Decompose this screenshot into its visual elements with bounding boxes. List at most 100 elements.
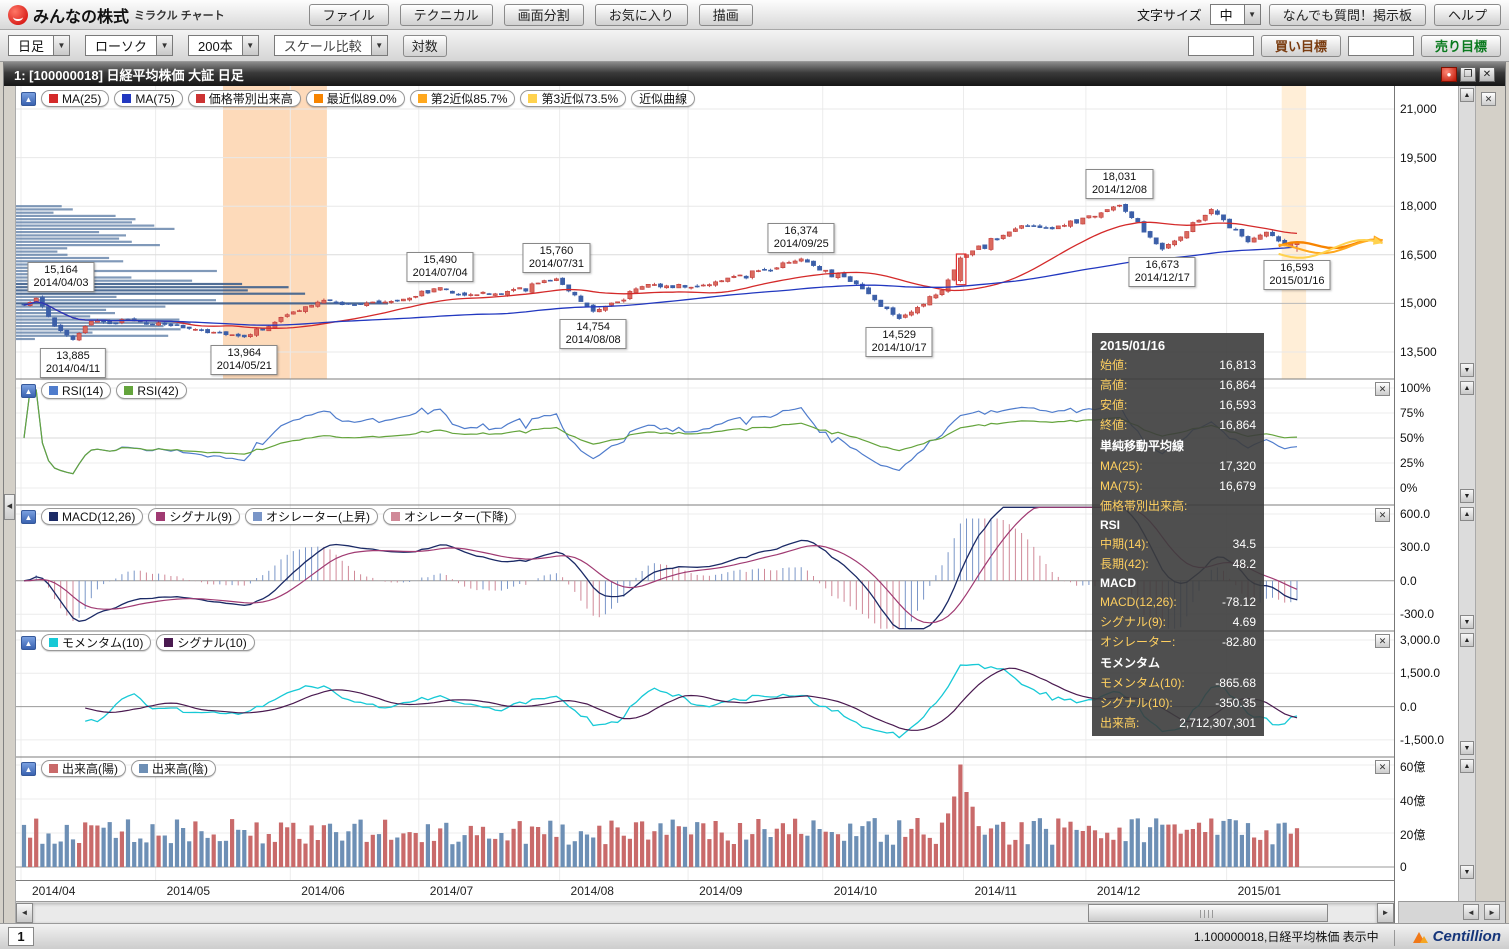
- menu-file-button[interactable]: ファイル: [308, 3, 389, 26]
- close-volume-panel-button[interactable]: ✕: [1375, 760, 1390, 774]
- legend-chip-macd-0[interactable]: MACD(12,26): [41, 508, 144, 525]
- momentum-legend: ▲ モメンタム(10) シグナル(10): [21, 634, 255, 651]
- period-select[interactable]: 日足 ▼: [8, 35, 71, 56]
- menu-splitscreen-button[interactable]: 画面分割: [503, 3, 584, 26]
- scroll-up-volume[interactable]: ▲: [1460, 759, 1474, 773]
- chevron-down-icon[interactable]: ▼: [53, 35, 71, 56]
- chart-type-select[interactable]: ローソク ▼: [85, 35, 174, 56]
- legend-chip-volume-1[interactable]: 出来高(陰): [131, 760, 216, 777]
- legend-chip-price-2[interactable]: 価格帯別出来高: [187, 90, 301, 107]
- font-size-value: 中: [1209, 4, 1244, 25]
- menu-draw-button[interactable]: 描画: [698, 3, 753, 26]
- tooltip-row: モメンタム(10): -865.68: [1100, 676, 1256, 690]
- tooltip-row: シグナル(9): 4.69: [1100, 615, 1256, 629]
- legend-label: シグナル(9): [169, 510, 233, 524]
- chevron-down-icon[interactable]: ▼: [370, 35, 388, 56]
- app-logo-text: みんなの株式: [33, 8, 130, 26]
- chevron-down-icon[interactable]: ▼: [1243, 4, 1261, 25]
- legend-chip-price-3[interactable]: 最近似89.0%: [305, 90, 405, 107]
- y-axis-label: 15,000: [1400, 296, 1437, 311]
- scale-compare-select[interactable]: スケール比較 ▼: [273, 35, 388, 56]
- tooltip-section: モメンタム: [1100, 656, 1161, 670]
- price-annotation: 16,374 2014/09/25: [767, 222, 835, 253]
- sell-target-input[interactable]: [1347, 35, 1414, 56]
- menu-technical-button[interactable]: テクニカル: [399, 3, 493, 26]
- scroll-up-rsi[interactable]: ▲: [1460, 381, 1474, 395]
- collapse-price-panel-button[interactable]: ▲: [21, 91, 36, 106]
- tooltip-row: 中期(14): 34.5: [1100, 537, 1256, 551]
- legend-chip-momentum-1[interactable]: シグナル(10): [156, 634, 255, 651]
- horizontal-scrollbar[interactable]: ◄ ►: [16, 901, 1394, 923]
- y-axis-label: 0.0: [1400, 699, 1417, 714]
- collapse-volume-panel-button[interactable]: ▲: [21, 761, 36, 776]
- scroll-up-macd[interactable]: ▲: [1460, 507, 1474, 521]
- collapse-sidebar-handle[interactable]: ◀: [4, 494, 15, 520]
- legend-chip-rsi-0[interactable]: RSI(14): [41, 382, 112, 399]
- legend-chip-price-6[interactable]: 近似曲線: [631, 90, 696, 107]
- centillion-brand-text: Centillion: [1432, 928, 1501, 945]
- scroll-left-arrow[interactable]: ◄: [16, 902, 33, 923]
- scroll-right-arrow[interactable]: ►: [1377, 902, 1394, 923]
- y-axis-label: 600.0: [1400, 507, 1431, 521]
- app-logo: みんなの株式 ミラクル チャート: [8, 3, 225, 27]
- scroll-down-price[interactable]: ▼: [1460, 363, 1474, 377]
- corner-scroll-right[interactable]: ►: [1484, 904, 1500, 920]
- legend-chip-volume-0[interactable]: 出来高(陽): [41, 760, 126, 777]
- scroll-down-volume[interactable]: ▼: [1460, 865, 1474, 879]
- log-scale-button[interactable]: 対数: [402, 34, 447, 57]
- y-axis-label: 60億: [1400, 760, 1426, 774]
- close-macd-panel-button[interactable]: ✕: [1375, 508, 1390, 522]
- legend-chip-momentum-0[interactable]: モメンタム(10): [41, 634, 152, 651]
- corner-scroll-left[interactable]: ◄: [1463, 904, 1479, 920]
- legend-color-icon: [391, 512, 401, 521]
- scroll-up-momentum[interactable]: ▲: [1460, 633, 1474, 647]
- close-window-icon[interactable]: ✕: [1479, 66, 1495, 82]
- close-chart-button[interactable]: ✕: [1481, 92, 1496, 106]
- buy-target-button[interactable]: 買い目標: [1260, 34, 1341, 57]
- legend-chip-rsi-1[interactable]: RSI(42): [116, 382, 187, 399]
- price-annotation: 15,164 2014/04/03: [27, 262, 95, 293]
- legend-chip-macd-2[interactable]: オシレーター(上昇): [245, 508, 379, 525]
- legend-chip-macd-1[interactable]: シグナル(9): [148, 508, 241, 525]
- collapse-momentum-panel-button[interactable]: ▲: [21, 635, 36, 650]
- close-rsi-panel-button[interactable]: ✕: [1375, 382, 1390, 396]
- menu-favorites-button[interactable]: お気に入り: [594, 3, 688, 26]
- scroll-down-macd[interactable]: ▼: [1460, 615, 1474, 629]
- chevron-down-icon[interactable]: ▼: [156, 35, 174, 56]
- collapse-macd-panel-button[interactable]: ▲: [21, 509, 36, 524]
- help-button[interactable]: ヘルプ: [1433, 3, 1501, 26]
- font-size-select[interactable]: 中 ▼: [1209, 4, 1261, 25]
- status-bar: 1 1.100000018,日経平均株価 表示中 ｜ Centillion: [0, 923, 1509, 949]
- x-axis-label: 2014/04: [32, 884, 76, 898]
- legend-chip-price-4[interactable]: 第2近似85.7%: [409, 90, 516, 107]
- price-annotation: 15,490 2014/07/04: [406, 251, 474, 282]
- target-price-cluster: 買い目標 売り目標: [1187, 34, 1501, 57]
- qa-board-button[interactable]: なんでも質問！掲示板: [1268, 3, 1426, 26]
- font-size-label: 文字サイズ: [1137, 8, 1202, 23]
- scroll-down-rsi[interactable]: ▼: [1460, 489, 1474, 503]
- legend-label: オシレーター(下降): [404, 510, 509, 524]
- chevron-down-icon[interactable]: ▼: [241, 35, 259, 56]
- scroll-up-price[interactable]: ▲: [1460, 88, 1474, 102]
- tooltip-row: 終値: 16,864: [1100, 418, 1256, 432]
- legend-color-icon: [49, 764, 58, 773]
- legend-chip-price-5[interactable]: 第3近似73.5%: [520, 90, 627, 107]
- scroll-corner: ◄ ►: [1398, 901, 1505, 923]
- close-momentum-panel-button[interactable]: ✕: [1375, 634, 1390, 648]
- legend-label: 出来高(陰): [152, 762, 208, 776]
- sell-target-button[interactable]: 売り目標: [1420, 34, 1501, 57]
- scrollbar-thumb[interactable]: [1088, 903, 1328, 922]
- tooltip-date: 2015/01/16: [1100, 338, 1166, 353]
- legend-chip-price-1[interactable]: MA(75): [114, 90, 183, 107]
- scrollbar-track[interactable]: [33, 902, 1377, 923]
- bar-count-select[interactable]: 200本 ▼: [188, 35, 259, 56]
- restore-window-icon[interactable]: ❐: [1460, 66, 1476, 82]
- bar-count-value: 200本: [188, 35, 242, 56]
- buy-target-input[interactable]: [1187, 35, 1254, 56]
- rsi-legend: ▲ RSI(14) RSI(42): [21, 382, 187, 399]
- chart-tab-1[interactable]: 1: [8, 927, 34, 946]
- scroll-down-momentum[interactable]: ▼: [1460, 741, 1474, 755]
- legend-chip-macd-3[interactable]: オシレーター(下降): [383, 508, 517, 525]
- collapse-rsi-panel-button[interactable]: ▲: [21, 383, 36, 398]
- legend-chip-price-0[interactable]: MA(25): [41, 90, 110, 107]
